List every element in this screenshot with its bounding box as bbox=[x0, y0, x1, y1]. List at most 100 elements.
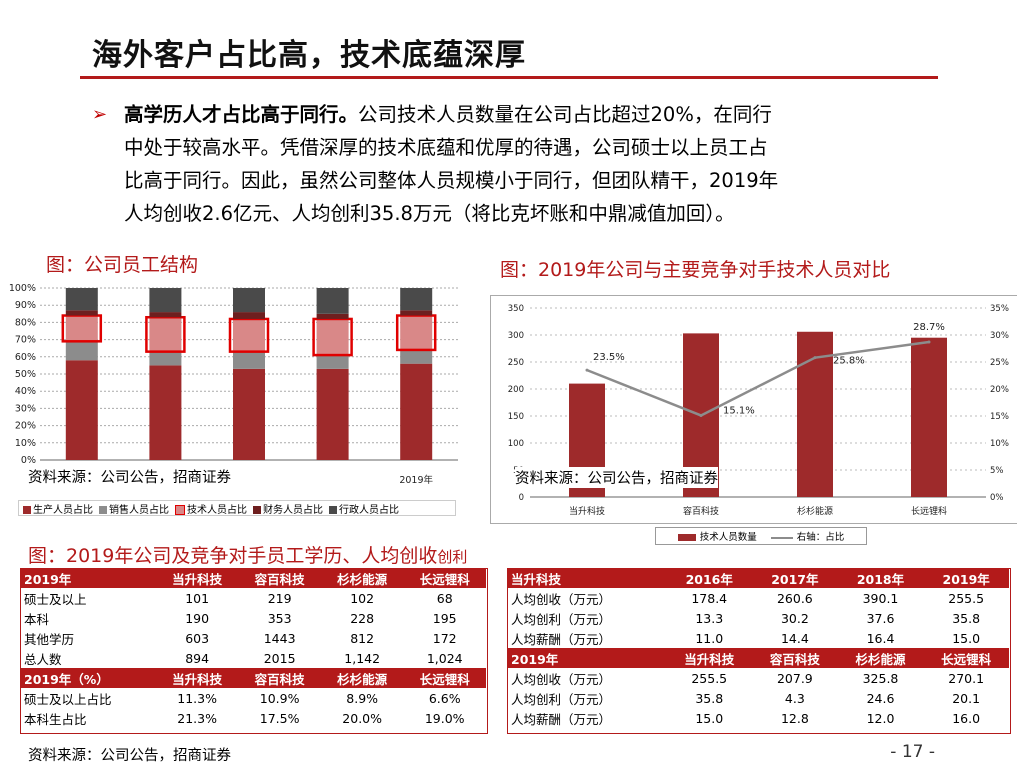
stacked-bar-segment bbox=[316, 288, 349, 314]
y-tick-label: 60% bbox=[15, 352, 36, 363]
legend-label: 技术人员占比 bbox=[187, 504, 247, 516]
table-cell: 长远锂科 bbox=[923, 648, 1009, 668]
bar bbox=[797, 331, 833, 497]
y-tick-label: 0% bbox=[21, 455, 36, 466]
stacked-bar-segment bbox=[65, 288, 98, 311]
table-cell: 2019年（%） bbox=[20, 668, 156, 688]
table-cell: 20.0% bbox=[342, 710, 383, 726]
figure3-caption: 图：2019年公司及竞争对手员工学历、人均创收创利 bbox=[28, 541, 467, 568]
bar bbox=[911, 337, 947, 497]
table-cell: 812 bbox=[350, 630, 375, 646]
legend-item: 财务人员占比 bbox=[253, 501, 323, 516]
table-cell: 102 bbox=[350, 590, 375, 606]
table-cell: 260.6 bbox=[776, 590, 813, 606]
table-cell: 人均薪酬（万元） bbox=[511, 711, 612, 727]
table-cell: 当升科技 bbox=[155, 668, 239, 688]
legend-label: 销售人员占比 bbox=[109, 504, 169, 516]
figure3-caption-small: 创利 bbox=[437, 548, 468, 566]
table-cell: 35.8 bbox=[695, 690, 724, 706]
table-header-row: 当升科技 2016年 2017年 2018年 2019年 bbox=[507, 568, 1009, 588]
table-cell: 本科生占比 bbox=[24, 711, 87, 727]
table-cell: 68 bbox=[436, 590, 453, 606]
stacked-bar-segment bbox=[149, 351, 182, 366]
table-cell: 当升科技 bbox=[507, 568, 667, 588]
table-cell: 2016年 bbox=[666, 568, 753, 588]
table-cell: 2019年 bbox=[507, 648, 667, 668]
table-cell: 894 bbox=[185, 650, 210, 666]
table-cell: 2015 bbox=[263, 650, 296, 666]
stacked-bar-segment bbox=[316, 313, 349, 319]
table-cell: 1,142 bbox=[344, 650, 381, 666]
table-row: 人均创利（万元） 13.3 30.2 37.6 35.8 bbox=[507, 608, 1009, 628]
table-cell: 本科 bbox=[24, 611, 50, 627]
table-cell: 长远锂科 bbox=[403, 668, 486, 688]
x-tick-label: 当升科技 bbox=[569, 505, 605, 517]
table-cell: 21.3% bbox=[177, 710, 217, 726]
legend-label: 行政人员占比 bbox=[339, 504, 399, 516]
education-table: 2019年 当升科技 容百科技 杉杉能源 长远锂科 硕士及以上 101 219 102 68 本科 1… bbox=[20, 568, 486, 728]
y-tick-label: 100 bbox=[508, 439, 524, 449]
table-cell: 当升科技 bbox=[666, 648, 753, 668]
revenue-per-capita-table: 当升科技 2016年 2017年 2018年 2019年 人均创收（万元） 178.4 260… bbox=[507, 568, 1009, 728]
table-row: 硕士及以上 101 219 102 68 bbox=[20, 588, 486, 608]
stacked-bar-segment bbox=[149, 365, 182, 460]
bullet-bold-lead: 高学历人才占比高于同行。 bbox=[124, 103, 359, 126]
table-cell: 4.3 bbox=[784, 690, 805, 706]
page-title: 海外客户占比高，技术底蕴深厚 bbox=[92, 38, 526, 73]
table-cell: 172 bbox=[432, 630, 457, 646]
stacked-bar-segment bbox=[233, 351, 265, 369]
table-cell: 2018年 bbox=[837, 568, 924, 588]
table-cell: 其他学历 bbox=[24, 631, 75, 647]
legend-line-label: 右轴：占比 bbox=[796, 532, 845, 543]
footer-source: 资料来源：公司公告，招商证券 bbox=[28, 744, 231, 765]
staff-structure-legend: 生产人员占比 销售人员占比 技术人员占比 财务人员占比 行政人员占比 bbox=[18, 500, 456, 516]
y-tick-label: 20% bbox=[15, 421, 36, 432]
ratio-line bbox=[586, 340, 930, 417]
x-tick-label: 2019年 bbox=[399, 474, 433, 486]
stacked-bar-segment bbox=[400, 315, 433, 350]
table-cell: 30.2 bbox=[780, 610, 809, 626]
legend-swatch bbox=[175, 504, 185, 515]
table-cell: 人均薪酬（万元） bbox=[511, 631, 612, 647]
y2-tick-label: 5% bbox=[990, 466, 1004, 476]
table-cell: 12.0 bbox=[866, 710, 895, 726]
table-row: 本科生占比 21.3% 17.5% 20.0% 19.0% bbox=[20, 708, 486, 728]
table-row: 硕士及以上占比 11.3% 10.9% 8.9% 6.6% bbox=[20, 688, 486, 708]
table-cell: 容百科技 bbox=[238, 668, 321, 688]
table-cell: 16.4 bbox=[866, 630, 895, 646]
table-cell: 195 bbox=[432, 610, 457, 626]
y-tick-label: 350 bbox=[508, 304, 524, 314]
stacked-bar-segment bbox=[316, 355, 349, 369]
table-cell: 101 bbox=[185, 590, 210, 606]
title-divider bbox=[80, 76, 938, 79]
legend-label: 生产人员占比 bbox=[33, 504, 93, 516]
y-tick-label: 100% bbox=[9, 283, 36, 294]
table-cell: 6.6% bbox=[428, 690, 461, 706]
table-row: 人均创收（万元） 255.5 207.9 325.8 270.1 bbox=[507, 668, 1009, 688]
y-tick-label: 200 bbox=[508, 385, 524, 395]
legend-bar-label: 技术人员数量 bbox=[699, 532, 757, 543]
table-cell: 8.9% bbox=[346, 690, 379, 706]
stacked-bar-segment bbox=[400, 288, 433, 311]
line-data-label: 25.8% bbox=[833, 356, 865, 367]
y2-tick-label: 10% bbox=[990, 439, 1009, 449]
legend-item: 销售人员占比 bbox=[99, 501, 169, 516]
table-cell: 12.8 bbox=[780, 710, 809, 726]
line-data-label: 28.7% bbox=[913, 322, 945, 333]
figure1-caption: 图：公司员工结构 bbox=[46, 254, 199, 276]
table-row: 人均创利（万元） 35.8 4.3 24.6 20.1 bbox=[507, 688, 1009, 708]
x-tick-label: 长远锂科 bbox=[911, 505, 947, 517]
y2-tick-label: 25% bbox=[990, 358, 1009, 368]
table-cell: 硕士及以上 bbox=[24, 591, 87, 607]
y2-tick-label: 35% bbox=[990, 304, 1009, 314]
table-cell: 11.3% bbox=[177, 690, 217, 706]
y-tick-label: 250 bbox=[508, 358, 524, 368]
y2-tick-label: 0% bbox=[990, 493, 1004, 503]
line-data-label: 15.1% bbox=[723, 405, 755, 416]
stacked-bar-segment bbox=[149, 317, 182, 352]
table-cell: 2017年 bbox=[752, 568, 838, 588]
line-point bbox=[699, 413, 703, 417]
table-cell: 16.0 bbox=[952, 710, 981, 726]
tech-staff-comparison-chart: 0501001502002503003500%5%10%15%20%25%30%… bbox=[490, 295, 1017, 524]
table-header-row: 2019年 当升科技 容百科技 杉杉能源 长远锂科 bbox=[20, 568, 486, 588]
